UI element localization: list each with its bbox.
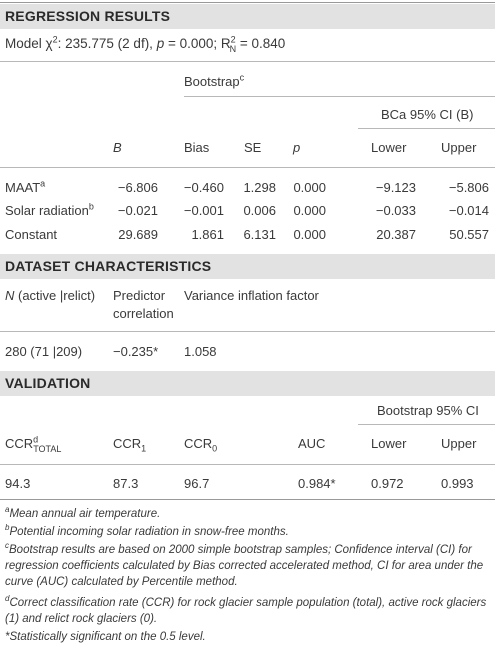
col-header-b: B: [113, 140, 122, 155]
footnote-c: cBootstrap results are based on 2000 sim…: [5, 541, 484, 588]
cell-ccr0: 96.7: [184, 476, 210, 491]
bootstrap-rule: [184, 96, 495, 97]
section-header-validation: VALIDATION: [0, 371, 495, 396]
col-header-ccr-total: CCRdTOTAL: [5, 434, 62, 454]
cell-lower: 0.972: [371, 476, 404, 491]
col-header-ccr1: CCR1: [113, 436, 147, 454]
bootstrap-header: Bootstrapc: [184, 72, 245, 89]
col-header-predictor: Predictor: [113, 288, 166, 303]
rule: [0, 61, 495, 62]
cell-se: 1.298: [243, 180, 276, 195]
cell-bias: −0.001: [183, 203, 224, 218]
cell-p: 0.000: [293, 180, 326, 195]
cell-ccr-total: 94.3: [5, 476, 31, 491]
rule: [0, 167, 495, 168]
bootstrap-ci-rule: [358, 424, 495, 425]
cell-predictor: −0.235*: [113, 344, 159, 359]
footnote-d: dCorrect classification rate (CCR) for r…: [5, 594, 487, 625]
bca-header: BCa 95% CI (B): [381, 107, 474, 122]
col-header-vif: Variance inflation factor: [184, 288, 319, 303]
col-header-upper: Upper: [441, 140, 477, 155]
col-header-n: N (active |relict): [5, 288, 96, 303]
rule: [0, 331, 495, 332]
cell-lower: −0.033: [375, 203, 416, 218]
col-header-upper: Upper: [441, 436, 477, 451]
cell-upper: 0.993: [441, 476, 474, 491]
cell-b: −6.806: [117, 180, 158, 195]
rule: [0, 464, 495, 465]
cell-n: 280 (71 |209): [5, 344, 83, 359]
col-header-auc: AUC: [298, 436, 326, 451]
bottom-rule: [0, 499, 495, 500]
cell-upper: 50.557: [449, 227, 489, 242]
cell-se: 6.131: [243, 227, 276, 242]
cell-lower: 20.387: [376, 227, 416, 242]
cell-bias: 1.861: [191, 227, 224, 242]
cell-upper: −0.014: [448, 203, 489, 218]
cell-vif: 1.058: [184, 344, 217, 359]
col-header-se: SE: [244, 140, 262, 155]
cell-ccr1: 87.3: [113, 476, 139, 491]
top-rule: [0, 2, 495, 3]
footnote-star: *Statistically significant on the 0.5 le…: [5, 631, 206, 643]
row-label: Solar radiationb: [5, 201, 94, 218]
col-header-ccr0: CCR0: [184, 436, 218, 454]
cell-upper: −5.806: [448, 180, 489, 195]
cell-p: 0.000: [293, 227, 326, 242]
col-header-lower: Lower: [371, 436, 407, 451]
row-label: Constant: [5, 227, 58, 242]
model-summary: Model χ2: 235.775 (2 df), p = 0.000; R2N…: [5, 34, 286, 54]
col-header-bias: Bias: [184, 140, 210, 155]
cell-lower: −9.123: [375, 180, 416, 195]
bootstrap-ci-header: Bootstrap 95% CI: [377, 403, 479, 418]
cell-se: 0.006: [243, 203, 276, 218]
col-header-predictor-2: correlation: [113, 306, 174, 321]
col-header-lower: Lower: [371, 140, 407, 155]
cell-b: 29.689: [118, 227, 158, 242]
footnote-a: aMean annual air temperature.: [5, 505, 161, 520]
cell-auc: 0.984*: [298, 476, 336, 491]
section-header-regression: REGRESSION RESULTS: [0, 4, 495, 29]
bca-rule: [358, 128, 495, 129]
row-label: MAATa: [5, 178, 46, 195]
cell-p: 0.000: [293, 203, 326, 218]
cell-b: −0.021: [117, 203, 158, 218]
section-header-dataset: DATASET CHARACTERISTICS: [0, 254, 495, 279]
col-header-p: p: [293, 140, 301, 155]
cell-bias: −0.460: [183, 180, 224, 195]
footnote-b: bPotential incoming solar radiation in s…: [5, 523, 289, 538]
